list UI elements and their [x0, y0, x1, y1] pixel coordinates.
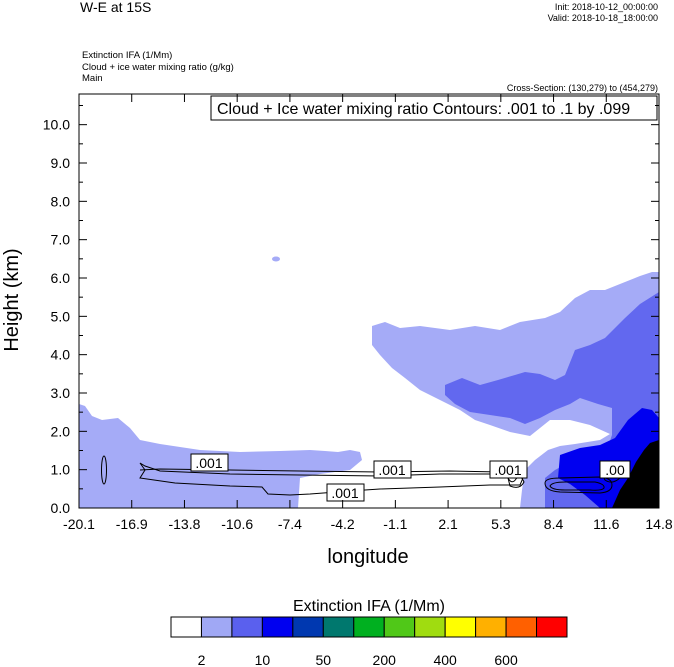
colorbar-swatch	[353, 616, 385, 638]
y-tick-label: 4.0	[51, 347, 71, 363]
field-label-3: Main	[82, 73, 103, 84]
x-tick-label: 11.6	[593, 516, 619, 532]
y-tick-label: 8.0	[51, 193, 71, 209]
colorbar-swatch	[444, 616, 477, 638]
x-tick-label: -20.1	[63, 516, 95, 532]
colorbar-swatch	[475, 616, 507, 638]
colorbar-label: 2	[198, 652, 206, 667]
y-axis-title: Height (km)	[1, 248, 23, 351]
colorbar-label: 10	[255, 652, 271, 667]
valid-time: Valid: 2018-10-18_18:00:00	[547, 13, 658, 23]
y-tick-label: 3.0	[51, 385, 71, 401]
x-tick-label: -4.2	[331, 516, 355, 532]
field-label-1: Extinction IFA (1/Mm)	[82, 50, 173, 61]
x-tick-label: 14.8	[645, 516, 672, 532]
x-axis: -20.1 -16.9 -13.8 -10.6 -7.4 -4.2 -1.1 2.1 5.3 8.…	[63, 94, 673, 532]
field-shading	[79, 256, 659, 508]
colorbar-swatch	[536, 616, 568, 638]
y-tick-label: 6.0	[51, 270, 71, 286]
terrain	[612, 440, 659, 508]
contour-label-box-4	[489, 460, 528, 479]
colorbar-swatch	[200, 616, 233, 638]
contour-label-4: .001	[494, 462, 521, 478]
y-tick-label: 9.0	[51, 155, 71, 171]
y-tick-label: 7.0	[51, 232, 71, 248]
colorbar: 2 10 50 200 400 600	[170, 616, 568, 667]
info-box: Cloud + Ice water mixing ratio Contours:…	[210, 95, 658, 121]
y-tick-label: 10.0	[43, 117, 70, 133]
y-tick-label: 5.0	[51, 308, 71, 324]
x-tick-label: -16.9	[116, 516, 148, 532]
contour-label-box-2	[373, 460, 412, 479]
colorbar-swatch	[322, 616, 355, 638]
contour-label-box-1	[190, 453, 229, 472]
x-tick-label: 8.4	[544, 516, 564, 532]
colorbar-swatch	[383, 616, 416, 638]
colorbar-swatch	[505, 616, 538, 638]
cross-section-label: Cross-Section: (130,279) to (454,279)	[506, 83, 658, 93]
x-tick-label: 5.3	[491, 516, 511, 532]
colorbar-label: 200	[373, 652, 397, 667]
plot-frame	[78, 93, 660, 509]
field-label-2: Cloud + ice water mixing ratio (g/kg)	[82, 62, 234, 73]
y-tick-label: 2.0	[51, 423, 71, 439]
contour-line	[549, 481, 605, 491]
x-tick-label: -1.1	[383, 516, 407, 532]
x-tick-label: -13.8	[168, 516, 200, 532]
colorbar-swatch	[261, 616, 294, 638]
colorbar-label: 50	[316, 652, 332, 667]
y-tick-label: 0.0	[51, 500, 71, 516]
contour-label-5: .00	[605, 462, 625, 478]
x-tick-label: -7.4	[278, 516, 302, 532]
plot-title: W-E at 15S	[80, 0, 152, 15]
colorbar-swatch	[292, 616, 324, 638]
y-tick-label: 1.0	[51, 462, 71, 478]
contour-label-1: .001	[195, 455, 222, 471]
x-tick-label: 2.1	[438, 516, 458, 532]
contour-line	[139, 468, 501, 473]
extinction-patch-small	[272, 256, 280, 262]
contours	[101, 455, 623, 496]
colorbar-swatch	[414, 616, 446, 638]
contour-line	[101, 455, 107, 485]
contour-label-2: .001	[378, 462, 405, 478]
colorbar-title: Extinction IFA (1/Mm)	[293, 598, 445, 615]
contour-labels: .001 .001 .001 .001 .00	[190, 453, 631, 502]
x-axis-title: longitude	[327, 546, 408, 568]
init-time: Init: 2018-10-12_00:00:00	[554, 2, 658, 12]
contour-info: Cloud + Ice water mixing ratio Contours:…	[217, 101, 630, 118]
colorbar-swatch	[170, 616, 202, 638]
contour-label-box-5	[599, 460, 631, 479]
y-axis: 0.0 1.0 2.0 3.0 4.0 5.0 6.0 7.0 8.0 9.0 10.0	[43, 105, 659, 516]
contour-label-box-3	[326, 483, 365, 502]
colorbar-label: 400	[433, 652, 457, 667]
colorbar-label: 600	[494, 652, 518, 667]
info-box-frame	[210, 95, 658, 121]
contour-line	[139, 462, 524, 496]
x-tick-label: -10.6	[221, 516, 253, 532]
contour-line	[544, 476, 613, 494]
colorbar-swatch	[231, 616, 263, 638]
contour-label-3: .001	[331, 485, 358, 501]
